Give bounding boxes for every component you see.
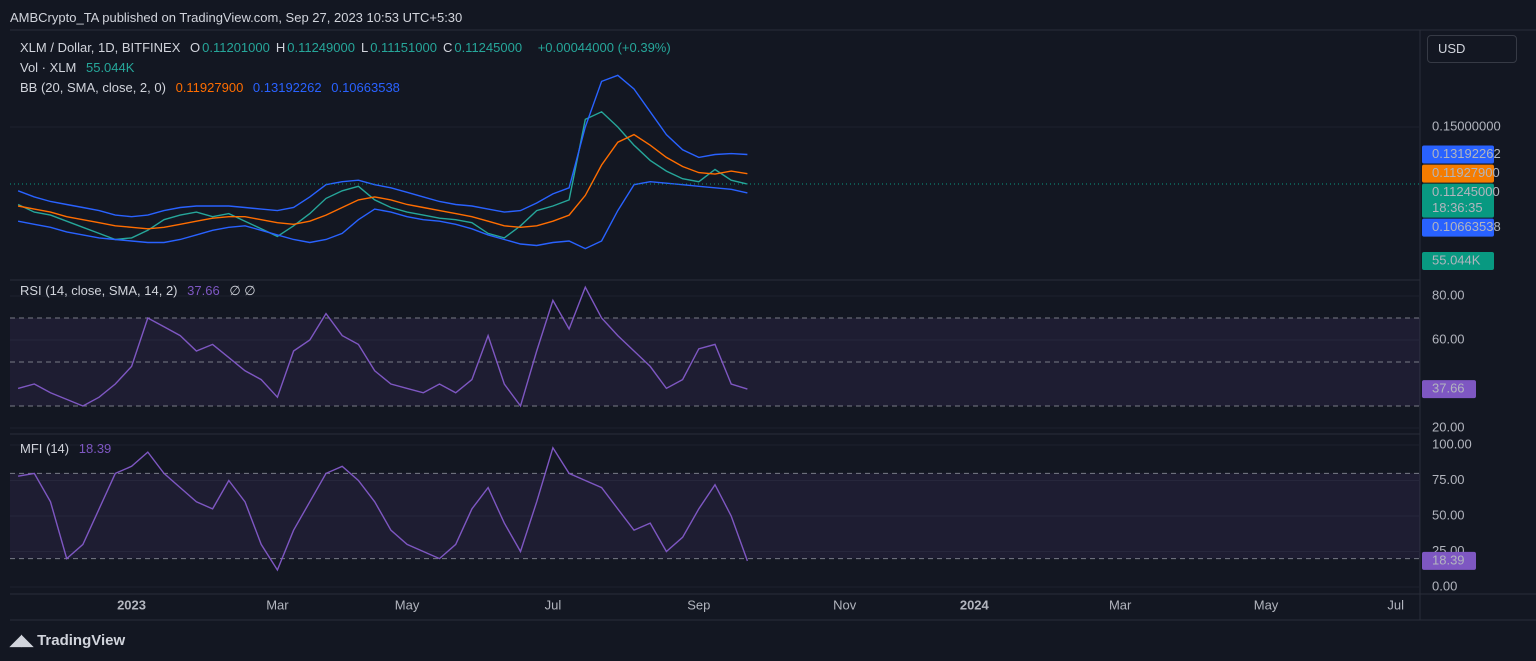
mfi-legend: MFI (14) 18.39	[20, 441, 117, 456]
x-tick-label: Nov	[833, 597, 857, 612]
ohlc-value: 0.11151000	[370, 40, 437, 55]
series-line	[17, 74, 748, 218]
countdown: 18:36:35	[1432, 200, 1483, 215]
y-tick-label: 0.15000000	[1432, 118, 1501, 133]
bb-title: BB (20, SMA, close, 2, 0)	[20, 80, 166, 95]
bb-upper: 0.13192262	[252, 80, 322, 95]
price-badge-label: 0.10663538	[1432, 219, 1501, 234]
published-line: AMBCrypto_TA published on TradingView.co…	[10, 10, 463, 25]
x-tick-label: Sep	[687, 597, 710, 612]
series-line	[17, 446, 749, 572]
price-badge	[1422, 145, 1494, 164]
series-line	[17, 110, 748, 241]
value-badge-label: 37.66	[1432, 381, 1465, 396]
series-line	[17, 180, 748, 250]
ohlc: O 0.11201000 H 0.11249000 L 0.11151000 C 0.1124…	[190, 40, 528, 55]
y-tick-label: 75.00	[1432, 472, 1465, 487]
price-badge	[1422, 164, 1494, 183]
x-tick-label: Mar	[1109, 597, 1132, 612]
brand: ◢◣ TradingView	[10, 632, 126, 649]
value-badge-label: 18.39	[1432, 552, 1465, 567]
price-badge-label: 0.11245000	[1432, 184, 1500, 199]
price-badge-label: 0.11927900	[1432, 165, 1500, 180]
volume-badge	[1422, 252, 1494, 270]
ohlc-value: 0.11245000	[454, 40, 523, 55]
price-legend: XLM / Dollar, 1D, BITFINEX O 0.11201000 H 0…	[20, 40, 677, 55]
rsi-legend: RSI (14, close, SMA, 14, 2) 37.66 ∅ ∅	[20, 283, 262, 299]
symbol-title: XLM / Dollar, 1D, BITFINEX	[20, 40, 181, 55]
value-badge	[1422, 551, 1476, 570]
x-tick-label: May	[395, 597, 420, 612]
x-tick-label: Jul	[1387, 597, 1404, 612]
x-tick-label: 2024	[960, 597, 990, 612]
bb-basis: 0.11927900	[175, 80, 244, 95]
band-fill	[10, 473, 1420, 559]
ohlc-key: C	[442, 40, 453, 55]
currency-button[interactable]: USD	[1427, 35, 1517, 63]
mfi-title: MFI (14)	[20, 441, 70, 456]
change: +0.00044000 (+0.39%)	[537, 40, 671, 55]
rsi-value: 37.66	[187, 283, 220, 298]
bb-lower: 0.10663538	[331, 80, 400, 95]
mfi-value: 18.39	[78, 441, 112, 456]
ohlc-value: 0.11201000	[202, 40, 270, 55]
price-badge	[1422, 218, 1494, 237]
y-tick-label: 60.00	[1432, 331, 1465, 346]
y-tick-label: 20.00	[1432, 419, 1465, 434]
x-tick-label: May	[1254, 597, 1279, 612]
rsi-extra: ∅ ∅	[229, 283, 256, 298]
ohlc-value: 0.11249000	[287, 40, 355, 55]
y-tick-label: 80.00	[1432, 287, 1465, 302]
ohlc-key: O	[190, 40, 201, 55]
price-badge-label: 0.13192262	[1432, 146, 1501, 161]
bb-legend: BB (20, SMA, close, 2, 0) 0.11927900 0.1…	[20, 80, 406, 95]
x-tick-label: Mar	[266, 597, 289, 612]
rsi-title: RSI (14, close, SMA, 14, 2)	[20, 283, 178, 298]
ohlc-key: L	[360, 40, 369, 55]
price-badge	[1422, 183, 1494, 218]
volume-legend: Vol · XLM 55.044K	[20, 60, 140, 75]
volume-title: Vol · XLM	[20, 60, 77, 75]
brand-text: TradingView	[37, 632, 126, 649]
volume-value: 55.044K	[85, 60, 135, 75]
ohlc-key: H	[275, 40, 286, 55]
value-badge	[1422, 380, 1476, 399]
y-tick-label: 0.00	[1432, 578, 1457, 593]
volume-badge-label: 55.044K	[1432, 252, 1481, 267]
x-tick-label: Jul	[545, 597, 562, 612]
series-line	[17, 133, 748, 230]
x-tick-label: 2023	[117, 597, 146, 612]
y-tick-label: 100.00	[1432, 436, 1472, 451]
y-tick-label: 50.00	[1432, 507, 1465, 522]
series-line	[17, 285, 748, 408]
